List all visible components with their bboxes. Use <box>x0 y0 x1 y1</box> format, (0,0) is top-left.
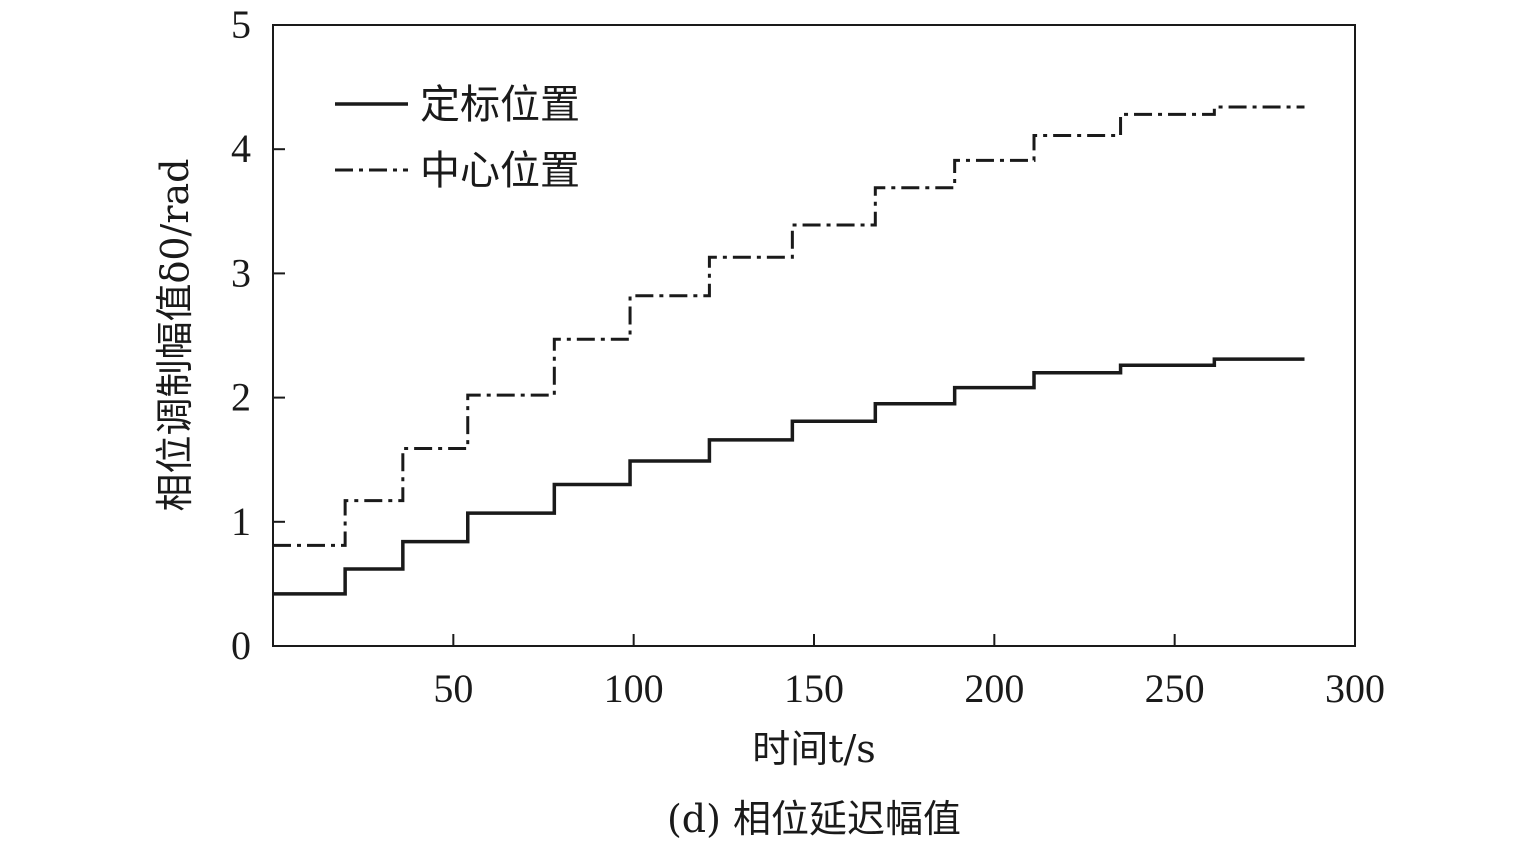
x-tick-label: 50 <box>433 666 473 711</box>
legend-label-series-1: 中心位置 <box>420 148 580 194</box>
x-tick-label: 200 <box>964 666 1024 711</box>
y-tick-label: 5 <box>231 2 251 47</box>
y-axis-ticks: 0 1 2 3 4 5 <box>231 2 285 668</box>
x-tick-label: 150 <box>784 666 844 711</box>
y-tick-label: 2 <box>231 375 251 420</box>
x-tick-label: 250 <box>1145 666 1205 711</box>
x-tick-label: 300 <box>1325 666 1385 711</box>
legend-label-series-0: 定标位置 <box>420 82 580 128</box>
y-tick-label: 0 <box>231 623 251 668</box>
x-tick-label: 100 <box>604 666 664 711</box>
y-tick-label: 1 <box>231 499 251 544</box>
series-layer <box>273 105 1305 596</box>
y-tick-label: 4 <box>231 126 251 171</box>
series-line-0 <box>273 357 1305 596</box>
y-axis-title: 相位调制幅值δ0/rad <box>153 158 197 511</box>
x-axis-title: 时间t/s <box>752 727 876 771</box>
figure-caption: (d) 相位延迟幅值 <box>667 797 961 841</box>
y-tick-label: 3 <box>231 250 251 295</box>
x-axis-ticks: 50 100 150 200 250 300 <box>433 634 1385 711</box>
legend: 定标位置 中心位置 <box>335 82 580 194</box>
